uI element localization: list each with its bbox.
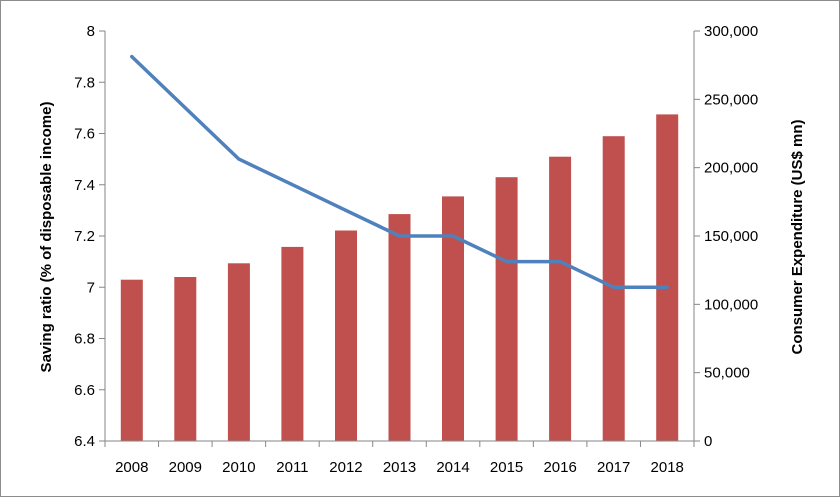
y-tick-label: 6.8 <box>74 331 95 348</box>
y-axis-title: Saving ratio (% of disposable income) <box>38 102 55 373</box>
y-tick-label: 6.6 <box>74 382 95 399</box>
y-tick-label: 8 <box>87 23 95 40</box>
bar <box>388 214 411 441</box>
line-point <box>451 234 455 238</box>
axes-layer <box>99 30 700 447</box>
bar <box>174 277 197 441</box>
bar <box>335 230 357 441</box>
bar <box>442 196 464 441</box>
line-layer <box>130 54 669 290</box>
line-point <box>237 157 241 161</box>
y2-tick-label: 50,000 <box>704 365 750 382</box>
y-tick-label: 6.4 <box>74 433 95 450</box>
x-tick-label: 2010 <box>222 459 255 476</box>
x-tick-label: 2016 <box>543 459 576 476</box>
x-tick-label: 2013 <box>383 459 416 476</box>
line-point <box>505 260 509 264</box>
y2-tick-label: 150,000 <box>704 228 758 245</box>
x-tick-label: 2011 <box>276 459 308 476</box>
line-point <box>290 183 294 187</box>
line-point <box>558 260 562 264</box>
x-tick-label: 2009 <box>169 459 202 476</box>
bars-layer <box>120 114 679 442</box>
x-tick-label: 2018 <box>651 459 684 476</box>
bar <box>120 279 143 441</box>
line-point <box>130 55 134 59</box>
y-tick-label: 7.4 <box>74 177 95 194</box>
bar <box>656 114 679 442</box>
x-tick-label: 2014 <box>436 459 469 476</box>
line-point <box>398 234 401 238</box>
line-point <box>665 285 669 289</box>
bar <box>495 177 518 441</box>
x-tick-label: 2015 <box>490 459 523 476</box>
line-point <box>344 208 348 212</box>
bar <box>549 156 572 441</box>
y-tick-label: 7.6 <box>74 126 95 143</box>
bar <box>227 263 250 441</box>
line-point <box>183 106 187 110</box>
y2-tick-label: 250,000 <box>704 91 758 108</box>
y2-tick-label: 100,000 <box>704 296 758 313</box>
x-tick-label: 2017 <box>597 459 630 476</box>
y-tick-label: 7.2 <box>74 228 95 245</box>
line-point <box>612 285 616 289</box>
bar <box>281 246 304 441</box>
y2-tick-label: 0 <box>704 433 712 450</box>
x-tick-label: 2008 <box>115 459 148 476</box>
y2-tick-label: 300,000 <box>704 23 758 40</box>
y-tick-label: 7.8 <box>74 74 95 91</box>
y-tick-label: 7 <box>87 279 95 296</box>
y2-tick-label: 200,000 <box>704 160 758 177</box>
x-tick-label: 2012 <box>329 459 362 476</box>
y2-axis-title: Consumer Expenditure (US$ mn) <box>789 119 806 354</box>
labels-layer: 6.4 6.6 6.8 7 7.2 7.4 7.6 7.8 8 0 50,000 100,000 150… <box>74 23 758 476</box>
